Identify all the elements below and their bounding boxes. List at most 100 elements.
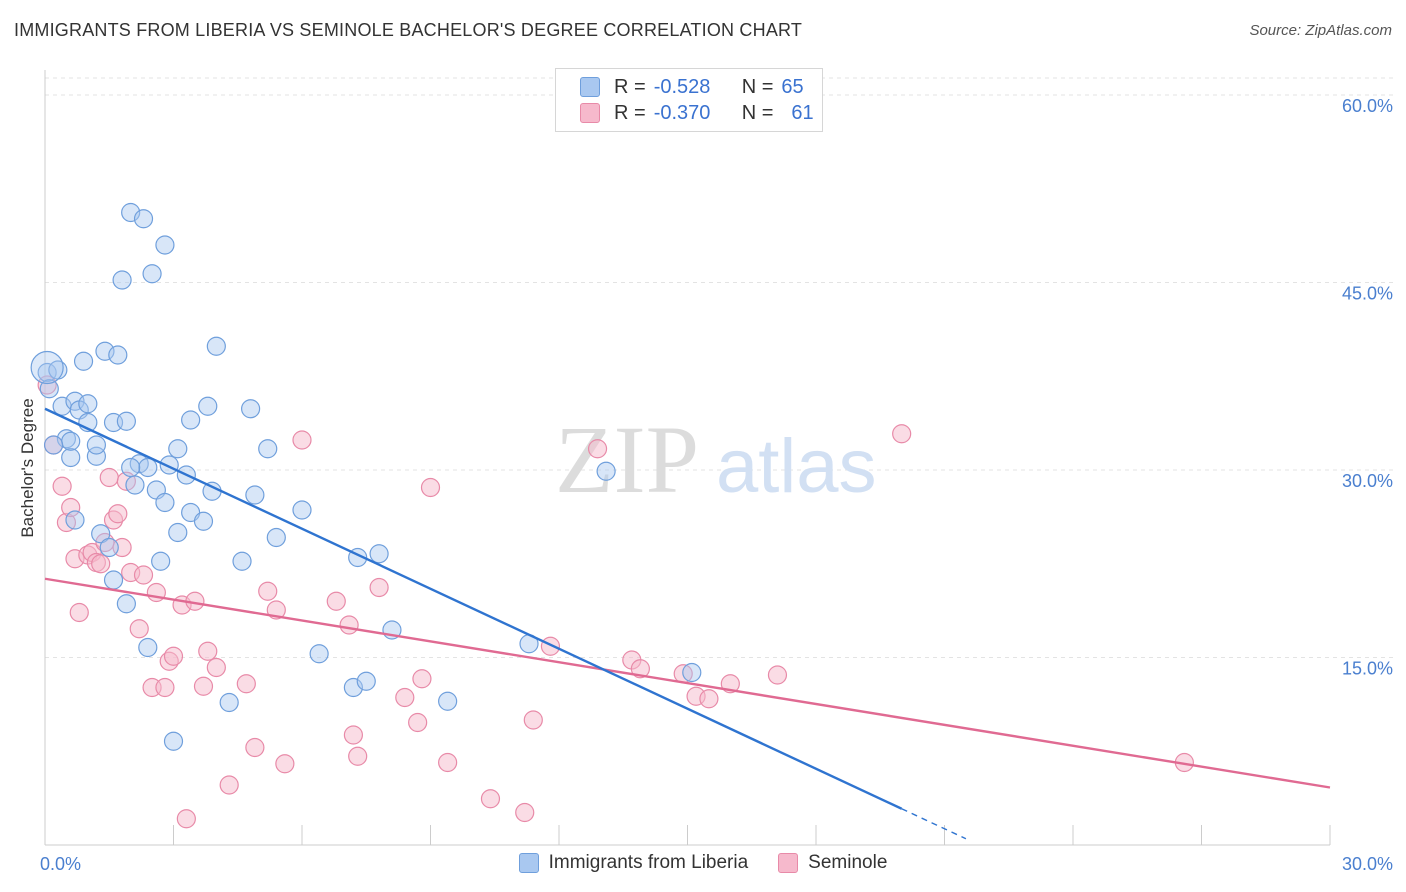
seminole-point <box>348 746 368 766</box>
liberia-point <box>356 671 376 691</box>
legend-row-seminole: R = -0.370 N = 61 <box>580 101 814 125</box>
seminole-point <box>108 504 128 524</box>
chart-title: IMMIGRANTS FROM LIBERIA VS SEMINOLE BACH… <box>14 20 803 40</box>
seminole-point <box>395 687 415 708</box>
seminole-point <box>176 809 196 829</box>
seminole-point <box>438 752 458 773</box>
liberia-point <box>369 544 389 564</box>
seminole-point <box>587 439 608 459</box>
liberia-point <box>168 439 188 459</box>
liberia-point <box>245 485 265 505</box>
legend-r-value: -0.528 <box>653 75 711 98</box>
liberia-point <box>39 379 59 399</box>
series-swatch-liberia <box>518 853 539 873</box>
liberia-point <box>181 410 201 430</box>
seminole-point <box>99 467 119 488</box>
liberia-point <box>155 492 175 513</box>
liberia-point <box>138 637 158 658</box>
liberia-point <box>65 510 85 530</box>
seminole-point <box>630 659 650 679</box>
legend-r-label: R = <box>614 75 646 98</box>
liberia-point <box>61 447 81 468</box>
x-tick-labels: 0.0% 30.0% <box>40 854 1393 874</box>
liberia-point <box>121 457 141 478</box>
seminole-point <box>258 581 278 601</box>
seminole-point <box>892 424 912 444</box>
seminole-point <box>767 665 788 685</box>
seminole-point <box>245 737 265 758</box>
liberia-point <box>266 527 286 548</box>
liberia-point <box>163 731 184 751</box>
seminole-point <box>339 615 359 635</box>
liberia-point <box>108 345 128 365</box>
liberia-trendline-extension <box>901 808 967 840</box>
liberia-point <box>198 396 218 416</box>
liberia-point <box>138 457 158 478</box>
liberia-points <box>30 202 702 751</box>
liberia-point <box>103 570 124 590</box>
seminole-point <box>91 554 111 574</box>
seminole-point <box>206 657 226 678</box>
liberia-point <box>86 446 107 466</box>
liberia-point <box>151 551 171 571</box>
seminole-point <box>69 602 89 623</box>
series-legend-seminole: Seminole <box>778 852 887 874</box>
seminole-point <box>129 619 149 639</box>
seminole-point <box>61 497 81 518</box>
legend-r-value: -0.370 <box>653 101 711 124</box>
liberia-trendline <box>44 407 903 810</box>
liberia-point <box>206 336 226 356</box>
seminole-point <box>523 710 543 730</box>
y-tick-label: 45.0% <box>1342 284 1393 304</box>
legend-n-value: 61 <box>791 101 814 124</box>
liberia-point <box>91 524 111 544</box>
liberia-point <box>682 662 702 683</box>
seminole-point <box>219 775 239 795</box>
seminole-point <box>515 802 535 823</box>
liberia-point <box>116 411 136 431</box>
liberia-point <box>309 644 329 664</box>
watermark-zip: ZIP <box>555 406 699 513</box>
liberia-point <box>99 537 119 558</box>
x-tick-label: 30.0% <box>1342 854 1393 874</box>
liberia-point-cluster <box>30 350 64 385</box>
seminole-point <box>480 789 501 809</box>
liberia-point <box>142 264 162 284</box>
liberia-point <box>133 209 154 229</box>
liberia-point <box>241 399 261 419</box>
liberia-point <box>112 270 132 290</box>
liberia-point <box>78 394 98 414</box>
seminole-point <box>369 577 389 598</box>
seminole-points <box>37 375 1194 829</box>
series-label-seminole: Seminole <box>808 852 888 873</box>
seminole-point <box>198 641 218 661</box>
grid-lines <box>45 77 1395 658</box>
liberia-point <box>258 439 278 459</box>
liberia-point <box>125 475 145 495</box>
y-tick-label: 15.0% <box>1342 659 1393 679</box>
seminole-point <box>420 477 441 498</box>
liberia-point <box>438 691 458 711</box>
y-axis-label: Bachelor's Degree <box>18 398 37 537</box>
seminole-point <box>292 430 312 450</box>
y-tick-label: 30.0% <box>1342 471 1393 491</box>
seminole-point <box>133 565 154 585</box>
seminole-point <box>408 712 428 733</box>
seminole-point <box>155 677 175 698</box>
seminole-trendline <box>44 577 1331 789</box>
series-swatch-seminole <box>778 853 799 873</box>
liberia-point <box>193 511 214 531</box>
legend-r-label: R = <box>614 101 646 124</box>
y-tick-label: 60.0% <box>1342 96 1393 116</box>
x-tick-label: 0.0% <box>40 854 81 874</box>
seminole-point <box>699 689 719 709</box>
liberia-point <box>292 500 312 520</box>
legend-n-value: 65 <box>781 75 804 98</box>
liberia-point <box>219 692 239 713</box>
trend-lines <box>44 407 1331 840</box>
liberia-point <box>43 435 64 455</box>
legend-n-label: N = <box>741 101 774 124</box>
series-label-liberia: Immigrants from Liberia <box>548 852 749 873</box>
seminole-point <box>412 669 432 689</box>
